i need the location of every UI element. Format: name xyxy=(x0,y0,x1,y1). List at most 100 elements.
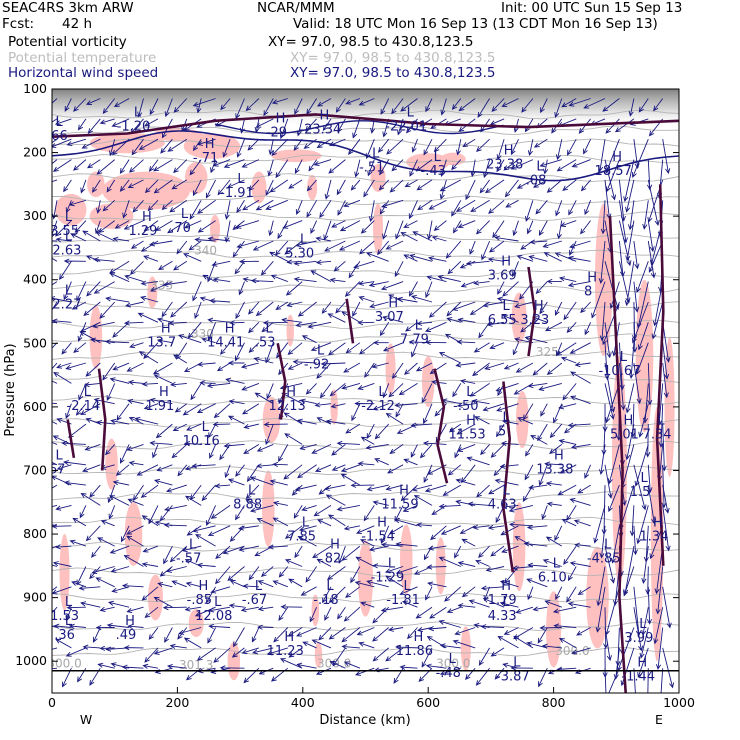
wind-arrow xyxy=(544,600,562,608)
wind-arrow xyxy=(503,159,519,171)
wind-arrow xyxy=(528,255,548,262)
wind-arrow xyxy=(454,545,462,559)
wind-arrow xyxy=(395,403,404,418)
wind-arrow xyxy=(247,138,260,151)
wind-arrow xyxy=(52,606,58,614)
wind-arrow xyxy=(527,562,548,568)
extremum-marker: H3.69 xyxy=(488,255,517,284)
wind-arrow xyxy=(206,505,217,527)
extremum-value: 5 xyxy=(498,425,506,440)
wind-arrow xyxy=(633,464,647,511)
wind-arrow xyxy=(66,605,86,611)
wind-arrow xyxy=(171,580,187,588)
wind-arrow xyxy=(149,397,173,405)
wind-arrow xyxy=(372,647,389,662)
wind-arrow xyxy=(627,200,635,231)
wind-arrow xyxy=(207,317,231,323)
wind-arrow xyxy=(52,318,72,324)
wind-arrow xyxy=(302,641,317,649)
wind-arrow xyxy=(329,277,346,283)
theta-isentrope xyxy=(52,138,679,148)
wind-arrow xyxy=(372,500,389,506)
wind-arrow xyxy=(109,272,130,283)
wind-arrow xyxy=(455,499,476,506)
wind-arrow xyxy=(52,441,58,445)
wind-arrow xyxy=(554,301,563,316)
wind-arrow xyxy=(217,179,231,196)
wind-arrow xyxy=(53,623,72,629)
wind-arrow xyxy=(115,464,130,476)
extremum-marker: L-1.20 xyxy=(117,105,151,134)
wind-arrow xyxy=(283,412,303,425)
wind-arrow xyxy=(638,403,649,438)
wind-arrow xyxy=(584,200,592,216)
wind-arrow xyxy=(596,566,606,607)
extremum-kind: H xyxy=(159,385,169,400)
wind-arrow xyxy=(461,586,476,598)
wind-arrow xyxy=(646,586,653,625)
wind-arrow xyxy=(571,647,591,655)
extremum-kind: L xyxy=(434,150,442,165)
wind-arrow xyxy=(632,525,638,556)
wind-arrow xyxy=(286,301,303,308)
wind-arrow xyxy=(55,237,72,243)
wind-arrow xyxy=(576,627,591,636)
wind-arrow xyxy=(647,668,649,693)
wind-arrow xyxy=(546,501,562,507)
wind-arrow xyxy=(99,118,115,125)
wind-arrow xyxy=(127,379,144,385)
wind-arrow xyxy=(177,464,188,477)
pv-fill-region xyxy=(262,396,281,443)
extremum-marker: L12.08 xyxy=(195,595,232,624)
extremum-value: 4.63 xyxy=(488,498,517,513)
wind-arrow xyxy=(237,525,259,531)
wind-arrow xyxy=(232,627,245,648)
extremum-marker: L4.63 xyxy=(488,484,517,513)
wind-arrow xyxy=(569,240,591,249)
wind-arrow xyxy=(502,314,519,323)
wind-arrow xyxy=(208,606,231,613)
extremum-kind: H xyxy=(142,210,152,225)
wind-arrow xyxy=(459,260,476,269)
wind-arrow xyxy=(138,351,159,364)
extremum-marker: L-.92 xyxy=(304,344,329,373)
extremum-value: 3.07 xyxy=(375,310,404,325)
wind-arrow xyxy=(319,383,332,399)
wind-arrow xyxy=(459,378,476,385)
extremum-marker: H13.38 xyxy=(536,449,573,478)
wind-arrow xyxy=(79,331,101,344)
extremum-kind: L xyxy=(407,105,415,120)
wind-arrow xyxy=(438,352,462,364)
wind-arrow xyxy=(653,607,664,645)
extremum-marker: H5.01 xyxy=(610,414,639,443)
wind-arrow xyxy=(598,444,606,476)
wind-arrow xyxy=(166,663,187,670)
wind-arrow xyxy=(169,643,187,649)
fcst-value: 42 h xyxy=(62,16,93,32)
wind-arrow xyxy=(178,627,202,635)
wind-arrow xyxy=(109,377,130,384)
wind-arrow xyxy=(499,601,519,608)
extremum-kind: H xyxy=(125,614,135,629)
wind-arrow xyxy=(496,139,505,161)
wind-arrow xyxy=(267,159,274,177)
wind-arrow xyxy=(440,525,461,535)
wind-arrow xyxy=(272,580,288,588)
extremum-value: -1.81 xyxy=(386,593,420,608)
wind-arrow xyxy=(240,362,260,369)
wind-arrow xyxy=(142,545,159,553)
wind-arrow xyxy=(338,240,361,251)
extremum-kind: H xyxy=(205,137,215,152)
wind-arrow xyxy=(457,443,476,452)
wind-arrow xyxy=(235,464,245,477)
extremum-marker: H8 xyxy=(584,271,597,300)
wind-arrow xyxy=(552,606,577,614)
extremum-marker: L5 xyxy=(498,411,511,440)
wind-arrow xyxy=(87,159,101,169)
wind-arrow xyxy=(143,220,159,232)
wind-arrow xyxy=(608,668,620,693)
wind-arrow xyxy=(395,541,418,547)
wind-arrow xyxy=(344,281,361,297)
extremum-value: -.85 xyxy=(187,593,212,608)
